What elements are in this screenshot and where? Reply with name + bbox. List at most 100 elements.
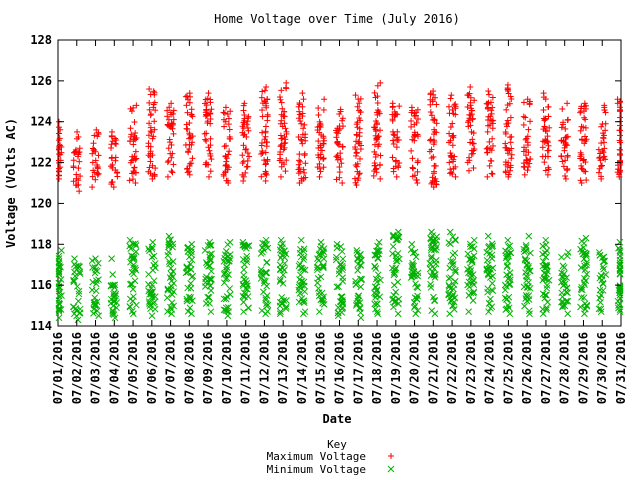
minimum-voltage-day-3-points bbox=[88, 255, 103, 320]
legend-marker-cross-icon bbox=[387, 465, 395, 473]
maximum-voltage-day-17-points bbox=[351, 92, 365, 189]
maximum-voltage-day-26-points bbox=[520, 96, 534, 178]
maximum-voltage-day-3-points bbox=[89, 126, 102, 191]
minimum-voltage-day-27-points bbox=[539, 236, 553, 318]
minimum-voltage-day-19-points bbox=[388, 228, 403, 318]
y-axis-ticks: 114 116 118 120 122 124 126 128 bbox=[30, 33, 621, 333]
minimum-voltage-day-24-points bbox=[483, 232, 497, 316]
x-tick-label: 07/29/2016 bbox=[576, 332, 590, 404]
maximum-voltage-day-18-points bbox=[370, 79, 384, 182]
x-tick-label: 07/10/2016 bbox=[220, 332, 234, 404]
y-tick-label: 122 bbox=[30, 156, 52, 170]
x-tick-label: 07/16/2016 bbox=[333, 332, 347, 404]
minimum-voltage-day-20-points bbox=[407, 240, 422, 318]
minimum-voltage-day-4-points bbox=[107, 255, 121, 322]
maximum-voltage-day-11-points bbox=[239, 100, 253, 184]
maximum-voltage-day-24-points bbox=[483, 88, 497, 180]
x-tick-label: 07/20/2016 bbox=[408, 332, 422, 404]
maximum-voltage-day-10-points bbox=[220, 104, 234, 186]
minimum-voltage-day-21-points bbox=[426, 228, 441, 318]
x-tick-label: 07/13/2016 bbox=[276, 332, 290, 404]
maximum-voltage-day-16-points bbox=[333, 106, 346, 186]
x-tick-label: 07/19/2016 bbox=[389, 332, 403, 404]
x-tick-label: 07/01/2016 bbox=[51, 332, 65, 404]
minimum-voltage-day-26-points bbox=[520, 232, 534, 318]
x-tick-label: 07/25/2016 bbox=[501, 332, 515, 404]
x-axis-ticks: 07/01/2016 07/02/2016 07/03/2016 07/04/2016… bbox=[51, 40, 628, 404]
maximum-voltage-day-4-points bbox=[108, 128, 121, 191]
maximum-voltage-day-19-points bbox=[389, 100, 403, 180]
minimum-voltage-day-2-points bbox=[69, 255, 84, 324]
plot-area bbox=[55, 39, 624, 327]
minimum-voltage-day-9-points bbox=[201, 238, 215, 316]
minimum-voltage-day-23-points bbox=[464, 236, 478, 316]
legend-title: Key bbox=[327, 438, 347, 451]
maximum-voltage-day-30-points bbox=[595, 102, 609, 182]
minimum-voltage-day-1-points bbox=[55, 247, 65, 322]
legend: Key Maximum Voltage Minimum Voltage bbox=[267, 438, 395, 476]
maximum-voltage-day-29-points bbox=[577, 100, 590, 186]
maximum-voltage-day-28-points bbox=[558, 100, 572, 182]
minimum-voltage-day-13-points bbox=[276, 236, 290, 318]
maximum-voltage-day-6-points bbox=[145, 86, 159, 182]
minimum-voltage-day-30-points bbox=[595, 249, 610, 316]
maximum-voltage-day-8-points bbox=[182, 90, 196, 178]
maximum-voltage-day-15-points bbox=[314, 96, 328, 180]
maximum-voltage-day-7-points bbox=[164, 100, 177, 180]
x-tick-label: 07/11/2016 bbox=[239, 332, 253, 404]
minimum-voltage-day-12-points bbox=[257, 236, 272, 318]
legend-label-minimum-voltage: Minimum Voltage bbox=[267, 463, 366, 476]
maximum-voltage-day-27-points bbox=[539, 90, 553, 178]
y-tick-label: 114 bbox=[30, 319, 52, 333]
minimum-voltage-day-7-points bbox=[163, 232, 178, 318]
x-tick-label: 07/04/2016 bbox=[107, 332, 121, 404]
minimum-voltage-day-29-points bbox=[577, 234, 591, 318]
minimum-voltage-day-17-points bbox=[352, 247, 365, 322]
x-tick-label: 07/14/2016 bbox=[295, 332, 309, 404]
maximum-voltage-day-5-points bbox=[126, 102, 140, 186]
x-tick-label: 07/06/2016 bbox=[145, 332, 159, 404]
y-tick-label: 124 bbox=[30, 115, 52, 129]
minimum-voltage-day-8-points bbox=[182, 240, 197, 318]
legend-label-maximum-voltage: Maximum Voltage bbox=[267, 450, 366, 463]
maximum-voltage-day-12-points bbox=[258, 83, 271, 184]
minimum-voltage-day-31-points bbox=[614, 238, 624, 316]
maximum-voltage-day-1-points bbox=[56, 118, 65, 182]
x-axis-label: Date bbox=[323, 412, 352, 426]
chart-title: Home Voltage over Time (July 2016) bbox=[214, 12, 460, 26]
x-tick-label: 07/15/2016 bbox=[314, 332, 328, 404]
x-tick-label: 07/30/2016 bbox=[595, 332, 609, 404]
minimum-voltage-day-11-points bbox=[239, 238, 253, 316]
x-tick-label: 07/21/2016 bbox=[426, 332, 440, 404]
minimum-voltage-day-22-points bbox=[445, 228, 459, 318]
x-tick-label: 07/09/2016 bbox=[201, 332, 215, 404]
maximum-voltage-day-25-points bbox=[502, 81, 515, 180]
x-tick-label: 07/23/2016 bbox=[464, 332, 478, 404]
y-tick-label: 126 bbox=[30, 74, 52, 88]
x-tick-label: 07/26/2016 bbox=[520, 332, 534, 404]
maximum-voltage-day-23-points bbox=[464, 83, 478, 174]
maximum-voltage-day-9-points bbox=[201, 90, 215, 180]
maximum-voltage-day-14-points bbox=[295, 90, 309, 186]
x-tick-label: 07/02/2016 bbox=[70, 332, 84, 404]
minimum-voltage-day-15-points bbox=[313, 238, 328, 316]
minimum-voltage-day-6-points bbox=[145, 238, 159, 320]
maximum-voltage-day-2-points bbox=[70, 128, 84, 195]
x-tick-label: 07/12/2016 bbox=[257, 332, 271, 404]
x-tick-label: 07/03/2016 bbox=[89, 332, 103, 404]
x-tick-label: 07/28/2016 bbox=[558, 332, 572, 404]
x-tick-label: 07/08/2016 bbox=[182, 332, 196, 404]
legend-marker-plus-icon bbox=[388, 453, 394, 459]
minimum-voltage-day-25-points bbox=[501, 236, 515, 318]
maximum-voltage-day-22-points bbox=[446, 92, 459, 180]
x-tick-label: 07/17/2016 bbox=[351, 332, 365, 404]
maximum-voltage-day-21-points bbox=[426, 88, 440, 191]
minimum-voltage-day-28-points bbox=[558, 249, 572, 318]
x-tick-label: 07/27/2016 bbox=[539, 332, 553, 404]
minimum-voltage-day-16-points bbox=[332, 240, 347, 320]
maximum-voltage-day-31-points bbox=[614, 96, 623, 180]
x-tick-label: 07/24/2016 bbox=[483, 332, 497, 404]
y-tick-label: 116 bbox=[30, 278, 52, 292]
minimum-voltage-day-14-points bbox=[295, 236, 309, 318]
